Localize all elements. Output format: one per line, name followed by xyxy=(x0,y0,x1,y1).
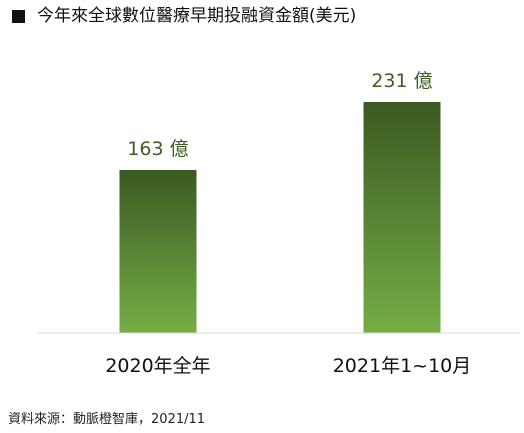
chart-title: 今年來全球數位醫療早期投融資金額(美元) xyxy=(37,6,357,26)
chart-title-row: 今年來全球數位醫療早期投融資金額(美元) xyxy=(12,4,356,28)
bar-1 xyxy=(119,170,197,333)
bar-value-label-2: 231 億 xyxy=(371,70,432,92)
bars-layer xyxy=(119,102,441,333)
bar-value-label-1: 163 億 xyxy=(127,138,188,160)
category-label-1: 2020年全年 xyxy=(105,355,210,377)
source-note: 資料來源：動脈橙智庫，2021/11 xyxy=(8,412,206,427)
bar-2 xyxy=(363,102,441,333)
title-square-marker xyxy=(12,9,25,23)
labels-layer: 163 億 2020年全年 231 億 2021年1~10月 xyxy=(105,70,471,377)
category-label-2: 2021年1~10月 xyxy=(333,355,472,377)
